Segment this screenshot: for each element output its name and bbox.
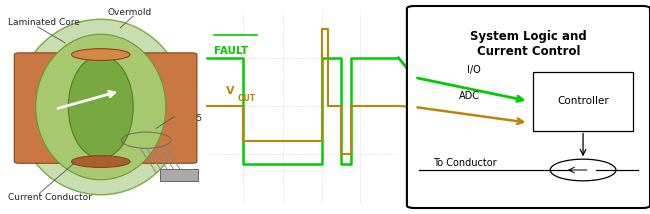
FancyBboxPatch shape <box>407 6 650 208</box>
Text: I/O: I/O <box>467 65 481 76</box>
FancyBboxPatch shape <box>160 169 198 181</box>
Text: Current Conductor: Current Conductor <box>8 193 92 202</box>
Text: Overmold: Overmold <box>107 8 151 17</box>
Text: V: V <box>226 86 235 95</box>
Circle shape <box>550 159 616 181</box>
Text: To Conductor: To Conductor <box>433 158 497 168</box>
Text: FAULT: FAULT <box>214 46 248 56</box>
Ellipse shape <box>16 19 185 195</box>
Ellipse shape <box>68 56 133 158</box>
Ellipse shape <box>72 156 130 167</box>
Text: Controller: Controller <box>557 96 609 106</box>
Bar <box>533 71 633 131</box>
Ellipse shape <box>72 49 130 60</box>
Text: ADC: ADC <box>459 91 480 101</box>
Text: A1365: A1365 <box>174 114 203 123</box>
Text: System Logic and
Current Control: System Logic and Current Control <box>470 30 587 58</box>
FancyBboxPatch shape <box>131 53 197 163</box>
Text: OUT: OUT <box>238 94 255 103</box>
Ellipse shape <box>36 34 166 180</box>
FancyBboxPatch shape <box>14 53 80 163</box>
Text: Laminated Core: Laminated Core <box>8 18 80 27</box>
